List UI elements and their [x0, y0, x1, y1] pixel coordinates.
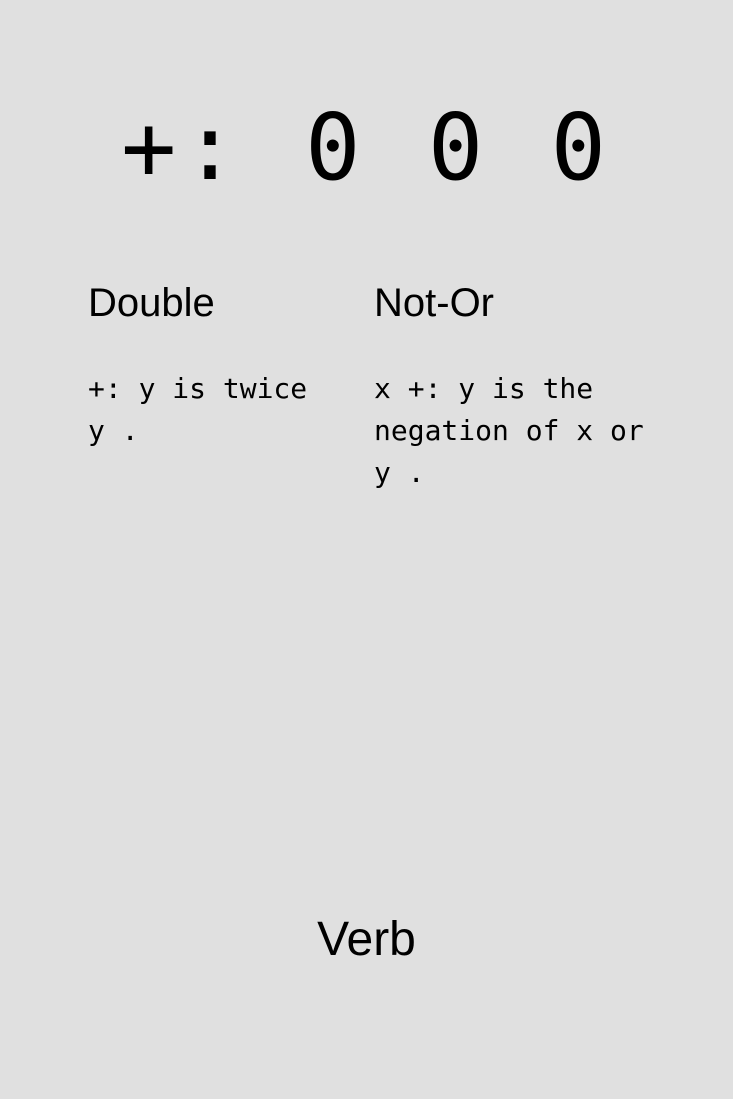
monadic-panel: Double +: y is twice y . — [88, 278, 348, 452]
primitive-rank-display: +: 0 0 0 — [120, 94, 613, 201]
dyadic-heading: Not-Or — [374, 281, 494, 325]
monadic-description: +: y is twice y . — [88, 372, 308, 447]
dyadic-panel: Not-Or x +: y is the negation of x or y … — [374, 278, 674, 494]
part-of-speech-label: Verb — [317, 913, 416, 966]
dyadic-description: x +: y is the negation of x or y . — [374, 372, 644, 489]
monadic-heading: Double — [88, 281, 215, 325]
